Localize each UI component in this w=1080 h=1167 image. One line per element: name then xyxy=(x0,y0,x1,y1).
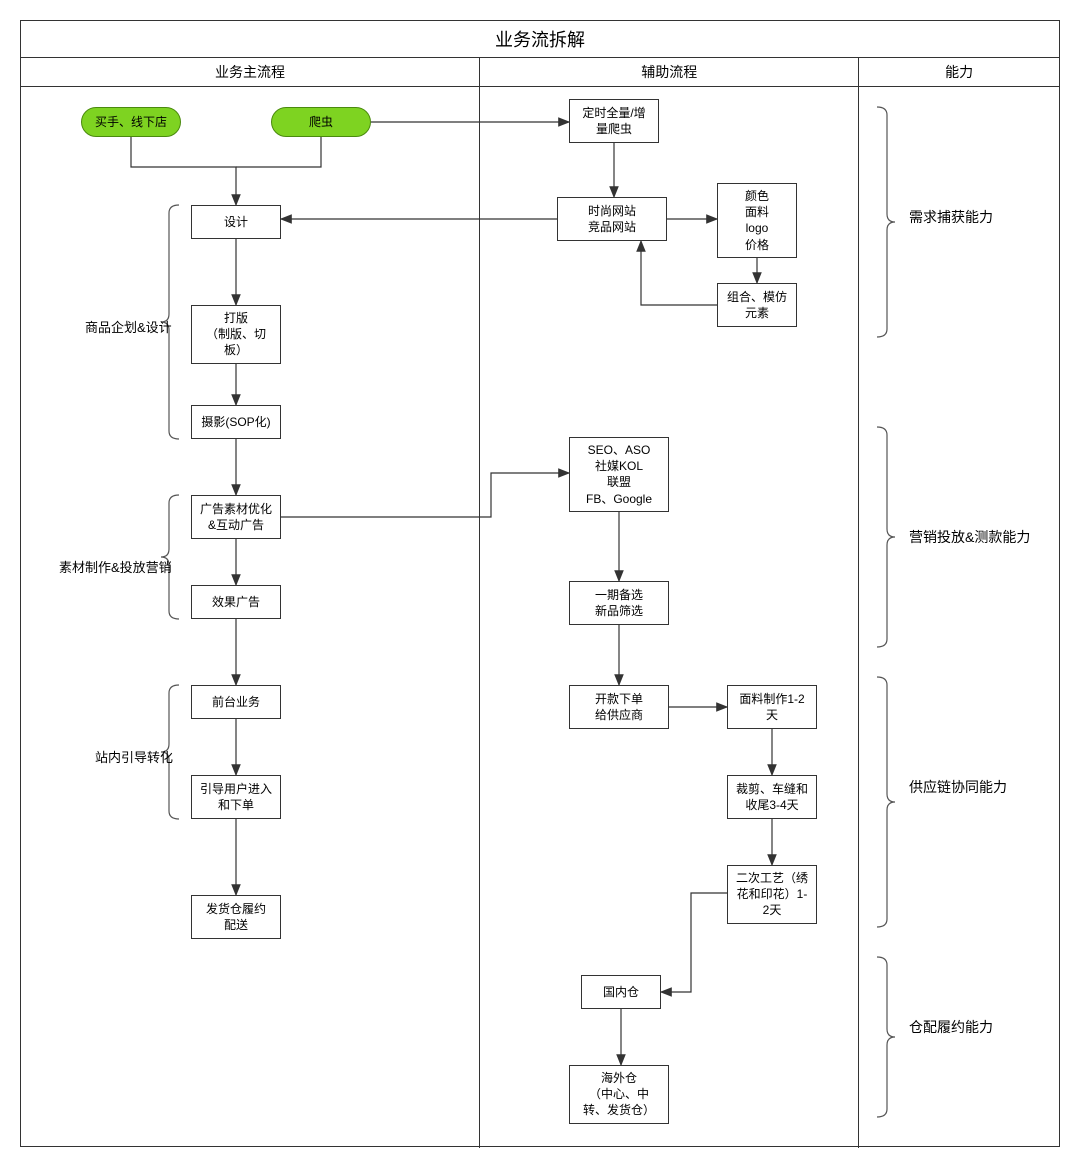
group-label-g1: 商品企划&设计 xyxy=(85,317,172,336)
diagram-title: 业务流拆解 xyxy=(21,21,1059,58)
node-secondary: 二次工艺（绣 花和印花）1- 2天 xyxy=(727,865,817,924)
node-cut_sew: 裁剪、车缝和 收尾3-4天 xyxy=(727,775,817,819)
capability-c4: 仓配履约能力 xyxy=(909,1017,993,1037)
node-po_supplier: 开款下单 给供应商 xyxy=(569,685,669,729)
node-ship: 发货仓履约 配送 xyxy=(191,895,281,939)
node-selection: 一期备选 新品筛选 xyxy=(569,581,669,625)
node-design: 设计 xyxy=(191,205,281,239)
node-fashion_site: 时尚网站 竞品网站 xyxy=(557,197,667,241)
node-channels: SEO、ASO 社媒KOL 联盟 FB、Google xyxy=(569,437,669,512)
node-effect_ad: 效果广告 xyxy=(191,585,281,619)
group-label-g3: 站内引导转化 xyxy=(95,747,173,766)
flowchart-diagram: 业务流拆解 业务主流程 辅助流程 能力 买手、线下店 爬虫设计打版 （制版、切板）… xyxy=(20,20,1060,1147)
header-main: 业务主流程 xyxy=(21,58,480,86)
capability-c2: 营销投放&测款能力 xyxy=(909,527,1030,547)
capability-c1: 需求捕获能力 xyxy=(909,207,993,227)
node-attrs: 颜色 面料 logo 价格 xyxy=(717,183,797,258)
node-adopt: 广告素材优化 &互动广告 xyxy=(191,495,281,539)
node-start_crawl: 爬虫 xyxy=(271,107,371,137)
column-headers: 业务主流程 辅助流程 能力 xyxy=(21,58,1059,87)
node-front_biz: 前台业务 xyxy=(191,685,281,719)
diagram-body: 买手、线下店 爬虫设计打版 （制版、切板） 摄影(SOP化) 广告素材优化 &互动广告… xyxy=(21,87,1059,1148)
node-pattern: 打版 （制版、切板） xyxy=(191,305,281,364)
header-aux: 辅助流程 xyxy=(480,58,859,86)
node-guide_order: 引导用户进入 和下单 xyxy=(191,775,281,819)
column-aux xyxy=(480,87,859,1148)
column-capability xyxy=(859,87,1059,1148)
node-dom_wh: 国内仓 xyxy=(581,975,661,1009)
node-fabric: 面料制作1-2 天 xyxy=(727,685,817,729)
node-start_buyer: 买手、线下店 xyxy=(81,107,181,137)
group-label-g2: 素材制作&投放营销 xyxy=(59,557,172,576)
node-photo: 摄影(SOP化) xyxy=(191,405,281,439)
node-crawl_sched: 定时全量/增 量爬虫 xyxy=(569,99,659,143)
node-ovs_wh: 海外仓 （中心、中 转、发货仓） xyxy=(569,1065,669,1124)
header-capability: 能力 xyxy=(859,58,1059,86)
capability-c3: 供应链协同能力 xyxy=(909,777,1007,797)
node-combine: 组合、模仿 元素 xyxy=(717,283,797,327)
